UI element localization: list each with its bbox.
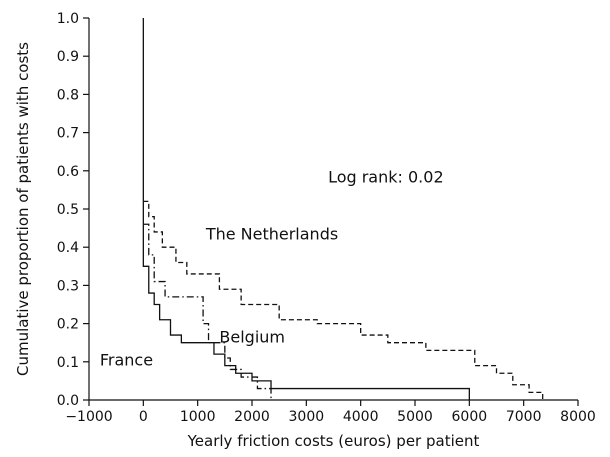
- y-tick-label: 0.4: [57, 240, 79, 256]
- y-tick-label: 0.1: [57, 355, 79, 371]
- x-tick-label: 4000: [343, 409, 379, 425]
- series-label-the-netherlands: The Netherlands: [205, 225, 338, 244]
- series-line-france: [142, 18, 470, 400]
- y-tick-label: 1.0: [57, 11, 79, 27]
- labels-layer: The Netherlands Belgium France Log rank: 0.…: [100, 167, 444, 369]
- y-tick-label: 0.7: [57, 126, 79, 142]
- series-label-belgium: Belgium: [219, 328, 285, 347]
- y-tick-label: 0.5: [57, 202, 79, 218]
- y-tick-label: 0.2: [57, 317, 79, 333]
- x-tick-label: 8000: [560, 409, 596, 425]
- axes: 0.0 0.1 0.2 0.3 0.4 0.5 0.6 0.7 0.8 0.9 1.0 −1000 0 1…: [14, 11, 596, 450]
- y-tick-label: 0.9: [57, 49, 79, 65]
- y-axis-label: Cumulative proportion of patients with c…: [14, 42, 32, 376]
- y-tick-label: 0.3: [57, 278, 79, 294]
- y-tick-label: 0.0: [57, 393, 79, 409]
- series-line-the-netherlands: [143, 200, 544, 400]
- x-tick-label: 5000: [397, 409, 433, 425]
- x-axis-label: Yearly friction costs (euros) per patien…: [187, 432, 480, 450]
- series-label-france: France: [100, 351, 153, 370]
- x-tick-label: 3000: [289, 409, 325, 425]
- log-rank-annotation: Log rank: 0.02: [328, 167, 444, 186]
- series-layer: [142, 18, 544, 400]
- x-tick-label: 7000: [506, 409, 542, 425]
- y-tick-label: 0.8: [57, 87, 79, 103]
- series-line-belgium: [143, 223, 272, 400]
- x-tick-label: 0: [139, 409, 148, 425]
- y-tick-label: 0.6: [57, 164, 79, 180]
- x-tick-label: −1000: [65, 409, 112, 425]
- x-tick-label: 6000: [452, 409, 488, 425]
- x-tick-label: 2000: [234, 409, 270, 425]
- x-tick-label: 1000: [180, 409, 216, 425]
